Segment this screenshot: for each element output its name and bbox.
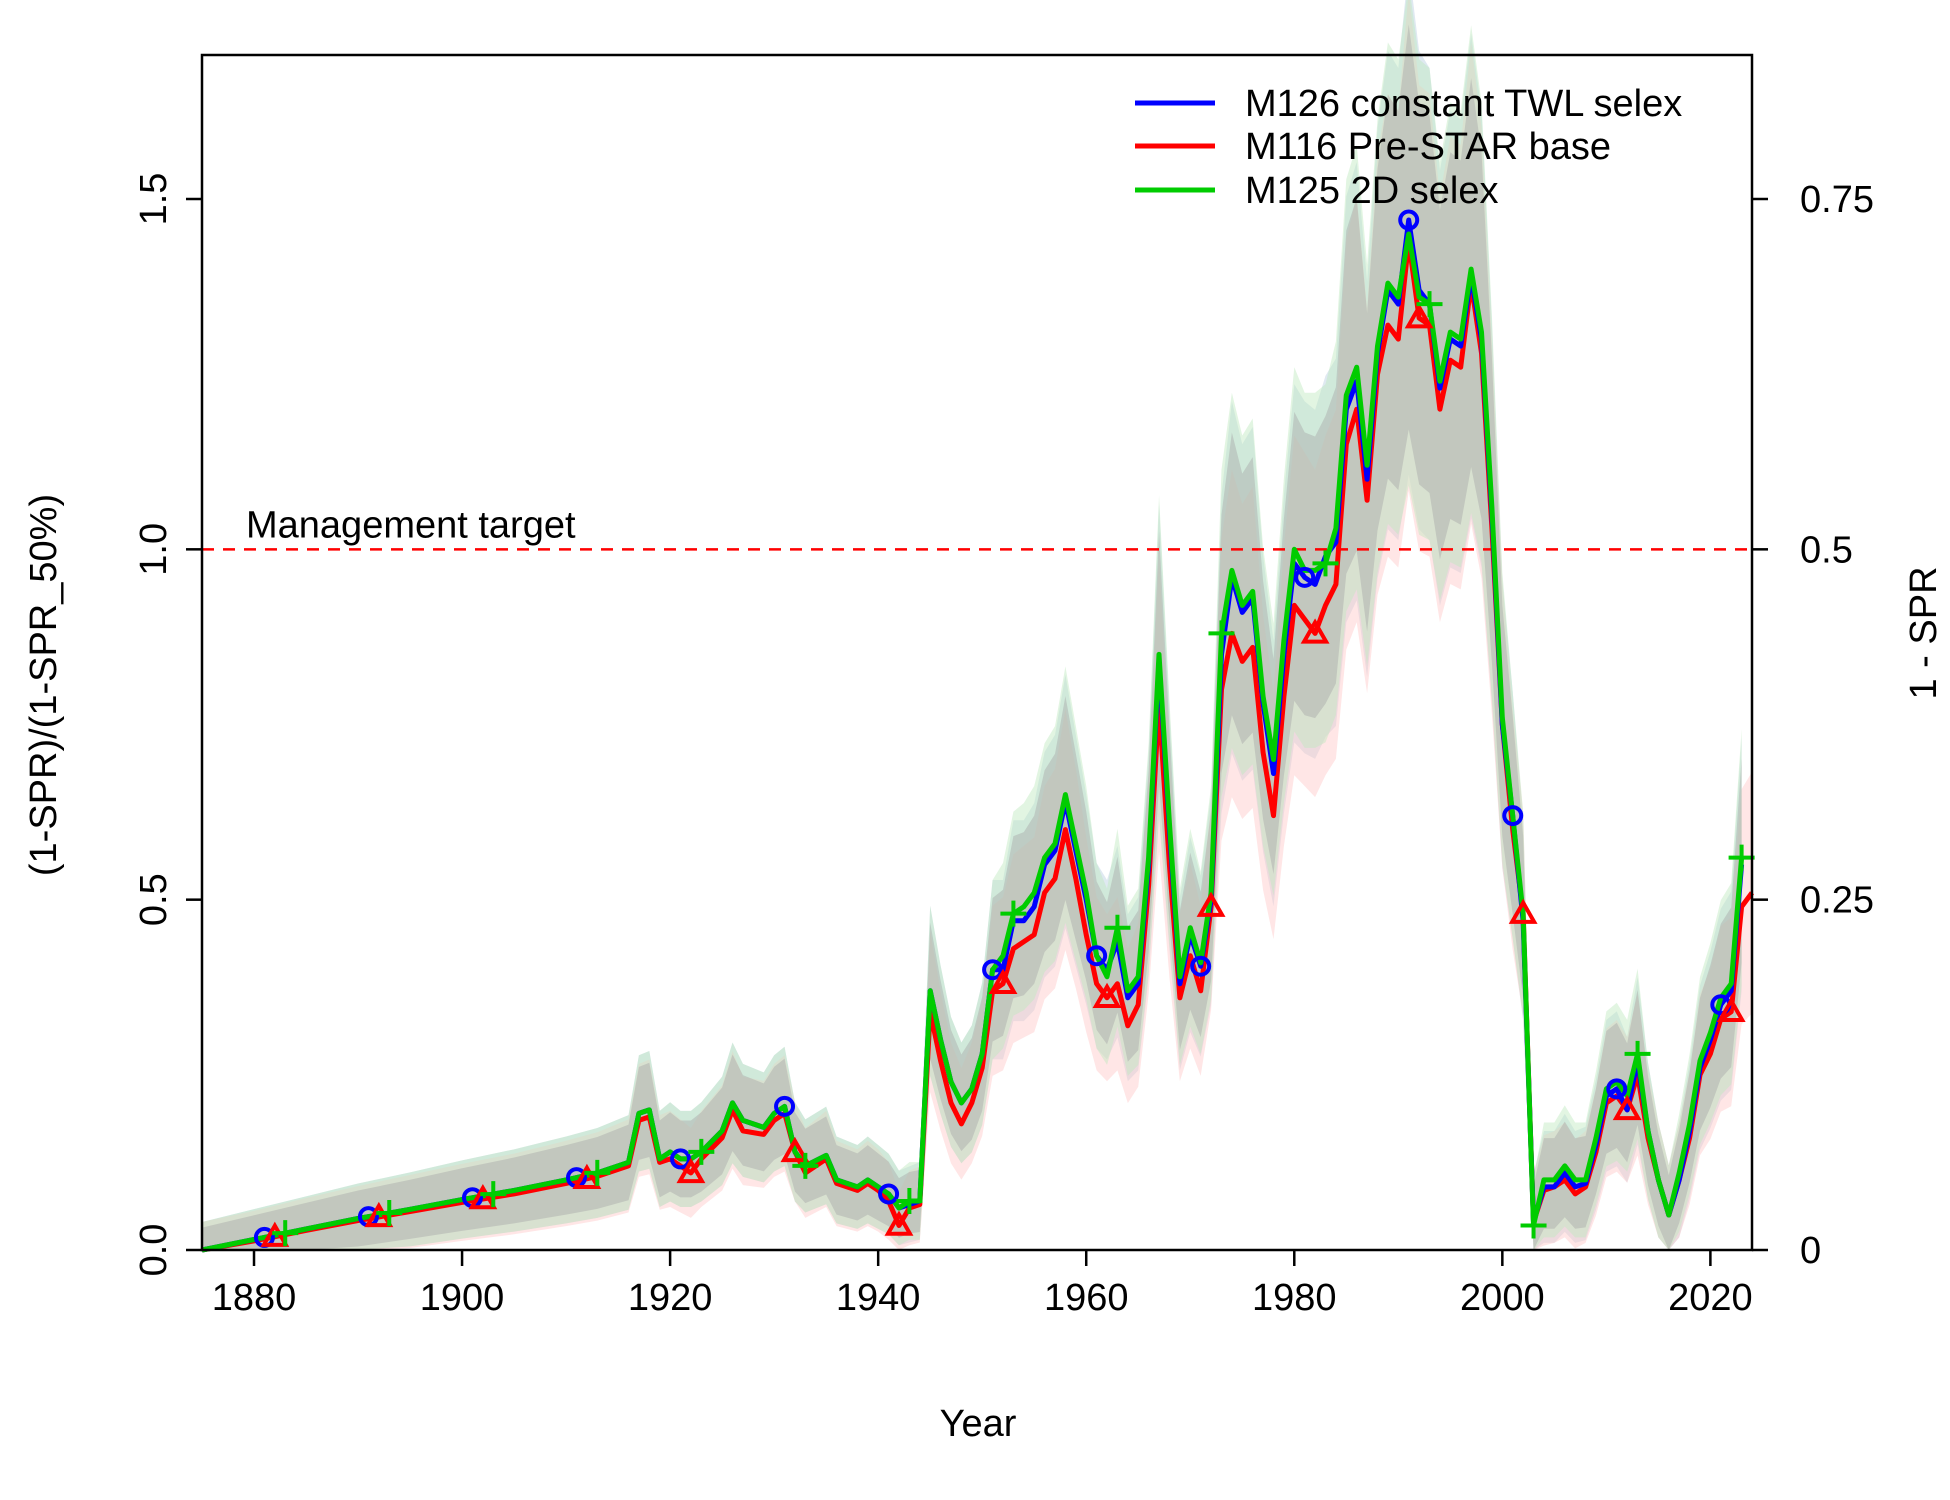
marker-point xyxy=(1104,914,1131,941)
x-axis-title: Year xyxy=(940,1403,1017,1445)
x-tick-label: 1980 xyxy=(1252,1277,1337,1319)
marker-point xyxy=(1000,900,1027,927)
marker-point xyxy=(364,1201,394,1228)
marker-point xyxy=(1208,620,1235,647)
marker-point xyxy=(878,1183,900,1205)
marker-point xyxy=(260,1221,290,1247)
marker-point xyxy=(572,1163,602,1190)
marker-point xyxy=(1196,891,1226,917)
marker-point xyxy=(1606,1078,1628,1100)
x-tick-label: 2000 xyxy=(1460,1277,1545,1319)
management-target-label: Management target xyxy=(246,504,576,546)
y-tick-label: 1.0 xyxy=(133,523,175,576)
uncertainty-bands xyxy=(202,0,1752,1251)
marker-point xyxy=(272,1220,299,1247)
legend: M126 constant TWL selex M116 Pre-STAR ba… xyxy=(1135,83,1682,212)
y-tick-label: 0.0 xyxy=(133,1224,175,1277)
marker-point xyxy=(1624,1040,1651,1067)
legend-label-m125: M125 2D selex xyxy=(1245,170,1498,212)
y-tick-label: 1.5 xyxy=(133,173,175,226)
marker-point xyxy=(584,1159,611,1186)
x-tick-label: 1940 xyxy=(836,1277,921,1319)
marker-point xyxy=(896,1187,923,1214)
marker-point xyxy=(1416,291,1443,318)
marker-point xyxy=(670,1148,692,1170)
plot-frame xyxy=(200,53,1754,1252)
marker-point xyxy=(1190,955,1212,977)
marker-point xyxy=(988,968,1018,994)
y-right-tick-label: 0.75 xyxy=(1800,179,1874,221)
x-tick-label: 1880 xyxy=(212,1277,297,1319)
uncertainty-band-2 xyxy=(202,0,1752,1250)
y-right-tick-label: 0.25 xyxy=(1800,880,1874,922)
uncertainty-band-1 xyxy=(202,0,1742,1250)
marker-point xyxy=(1612,1094,1642,1121)
marker-point xyxy=(780,1136,810,1163)
y-axis-right-title: 1 - SPR xyxy=(1903,566,1945,699)
marker-point xyxy=(688,1138,715,1165)
marker-point xyxy=(1300,618,1330,644)
marker-point xyxy=(982,959,1004,981)
uncertainty-band-3 xyxy=(202,0,1742,1250)
marker-point xyxy=(1398,209,1420,231)
legend-label-m126: M126 constant TWL selex xyxy=(1245,83,1682,125)
uncertainty-band-overlap xyxy=(202,24,1742,1251)
y-tick-label: 0.5 xyxy=(133,873,175,926)
y-right-tick-label: 0 xyxy=(1800,1230,1821,1272)
marker-point xyxy=(468,1183,498,1210)
marker-point xyxy=(1728,844,1755,871)
marker-point xyxy=(774,1095,796,1117)
marker-point xyxy=(884,1210,914,1236)
y-right-tick-label: 0.5 xyxy=(1800,529,1853,571)
marker-point xyxy=(1312,550,1339,577)
x-tick-label: 1920 xyxy=(628,1277,713,1319)
x-tick-label: 1960 xyxy=(1044,1277,1129,1319)
marker-point xyxy=(1092,982,1122,1009)
series-lines xyxy=(201,217,1755,1253)
marker-point xyxy=(1086,945,1108,967)
marker-point xyxy=(1404,303,1434,329)
marker-point xyxy=(1508,898,1538,924)
marker-point xyxy=(792,1152,819,1179)
x-tick-label: 2020 xyxy=(1668,1277,1753,1319)
x-tick-label: 1900 xyxy=(420,1277,505,1319)
marker-point xyxy=(1502,805,1524,827)
y-axis-title: (1-SPR)/(1-SPR_50%) xyxy=(23,494,65,876)
marker-point xyxy=(1716,996,1746,1023)
marker-point xyxy=(676,1157,706,1184)
series-line-3 xyxy=(201,231,1745,1253)
marker-point xyxy=(480,1181,507,1208)
marker-point xyxy=(376,1200,403,1226)
legend-label-m116: M116 Pre-STAR base xyxy=(1245,126,1611,168)
series-markers xyxy=(253,209,1755,1248)
marker-point xyxy=(1294,566,1316,588)
axes: 1880 1900 1920 1940 1960 1980 2000 2020 0.0 0.5 1.… xyxy=(133,173,1874,1319)
marker-point xyxy=(1520,1212,1547,1239)
